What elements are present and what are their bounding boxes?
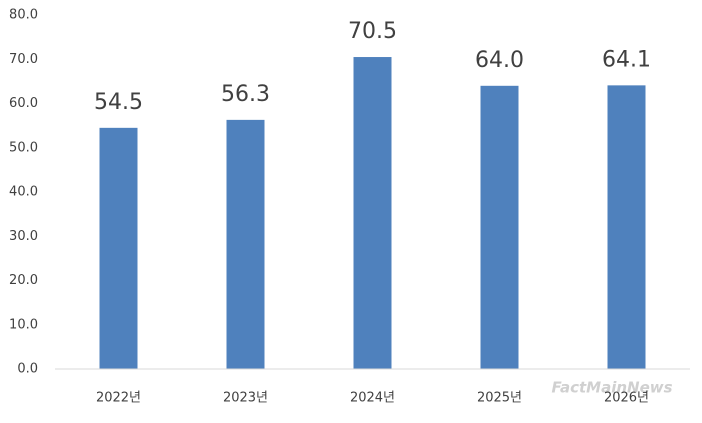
value-label: 54.5 [94,90,143,115]
y-tick-label: 60.0 [9,96,38,111]
bar [353,57,392,369]
x-tick-label: 2023년 [223,391,268,406]
value-label: 64.1 [602,47,651,72]
y-tick-label: 10.0 [9,317,38,332]
y-tick-label: 40.0 [9,185,38,200]
value-label: 56.3 [221,82,270,107]
y-tick-label: 50.0 [9,140,38,155]
bar [607,85,646,370]
value-label: 64.0 [475,48,524,73]
y-tick-label: 70.0 [9,52,38,67]
y-tick-label: 0.0 [17,362,38,377]
y-tick-label: 80.0 [9,8,38,23]
bar [480,85,519,370]
y-tick-label: 20.0 [9,273,38,288]
bar [226,119,265,369]
watermark: FactMainNews [551,379,672,397]
x-tick-label: 2026년 [604,391,649,406]
x-tick-label: 2025년 [477,391,522,406]
value-label: 70.5 [348,19,397,44]
bar [99,127,138,370]
x-tick-label: 2024년 [350,391,395,406]
x-tick-label: 2022년 [96,391,141,406]
y-tick-label: 30.0 [9,229,38,244]
